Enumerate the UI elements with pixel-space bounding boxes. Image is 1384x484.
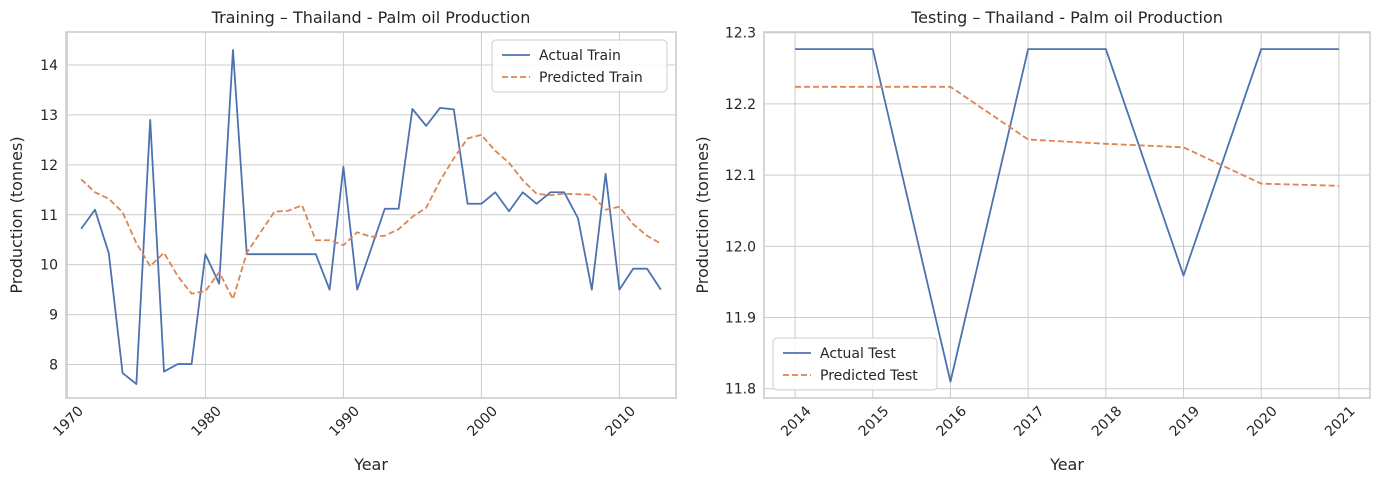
x-tick-label: 1990 <box>326 403 363 440</box>
x-tick-label: 1980 <box>188 403 225 440</box>
y-tick-label: 12.2 <box>725 97 756 113</box>
x-axis-label: Year <box>1049 455 1084 474</box>
y-axis-label: Production (tonnes) <box>7 136 26 293</box>
y-tick-label: 8 <box>49 358 58 374</box>
legend-box <box>491 39 668 93</box>
legend-entry: Predicted Train <box>539 70 643 86</box>
training-chart: 1970 1980 1990 2000 2010 8 9 10 11 12 13 14 Training… <box>7 8 677 474</box>
chart-title: Training – Thailand - Palm oil Productio… <box>211 8 531 27</box>
y-tick-label: 12.3 <box>725 26 756 42</box>
y-tick-label: 11.8 <box>725 382 756 398</box>
series-line-predicted-test <box>795 85 1339 187</box>
plot-area <box>764 32 1370 398</box>
x-tick-label: 2014 <box>778 403 815 440</box>
x-tick-label: 2020 <box>1244 403 1281 440</box>
y-tick-label: 12 <box>40 158 58 174</box>
x-axis-label: Year <box>353 455 388 474</box>
y-axis-label: Production (tonnes) <box>693 136 712 293</box>
legend: Actual Train Predicted Train <box>491 39 668 93</box>
y-tick-label: 11.9 <box>725 311 756 327</box>
axes-frame <box>763 31 1371 399</box>
axes-frame <box>65 31 677 399</box>
y-tick-label: 11 <box>40 208 58 224</box>
y-tick-label: 13 <box>40 108 58 124</box>
testing-chart: 2014 2015 2016 2017 2018 2019 2020 2021 11.8 11.9… <box>693 8 1371 474</box>
series-line-actual-train <box>80 49 662 385</box>
x-tick-label: 2000 <box>464 403 501 440</box>
x-tick-label: 2017 <box>1011 403 1048 440</box>
x-tick-label: 2021 <box>1322 403 1359 440</box>
y-tick-label: 12.0 <box>725 239 756 255</box>
x-tick-label: 1970 <box>50 403 87 440</box>
y-tick-label: 14 <box>40 58 58 74</box>
legend-box <box>772 337 938 391</box>
legend-entry: Actual Test <box>820 346 896 362</box>
legend-entry: Actual Train <box>539 48 621 64</box>
x-tick-label: 2018 <box>1089 403 1126 440</box>
y-tick-label: 10 <box>40 258 58 274</box>
y-tick-label: 12.1 <box>725 168 756 184</box>
x-tick-label: 2010 <box>602 403 639 440</box>
series-line-actual-test <box>795 48 1339 383</box>
x-tick-label: 2015 <box>856 403 893 440</box>
legend-entry: Predicted Test <box>820 368 918 384</box>
x-tick-label: 2016 <box>934 403 971 440</box>
legend: Actual Test Predicted Test <box>772 337 938 391</box>
chart-title: Testing – Thailand - Palm oil Production <box>910 8 1223 27</box>
y-tick-label: 9 <box>49 308 58 324</box>
x-tick-label: 2019 <box>1167 403 1204 440</box>
